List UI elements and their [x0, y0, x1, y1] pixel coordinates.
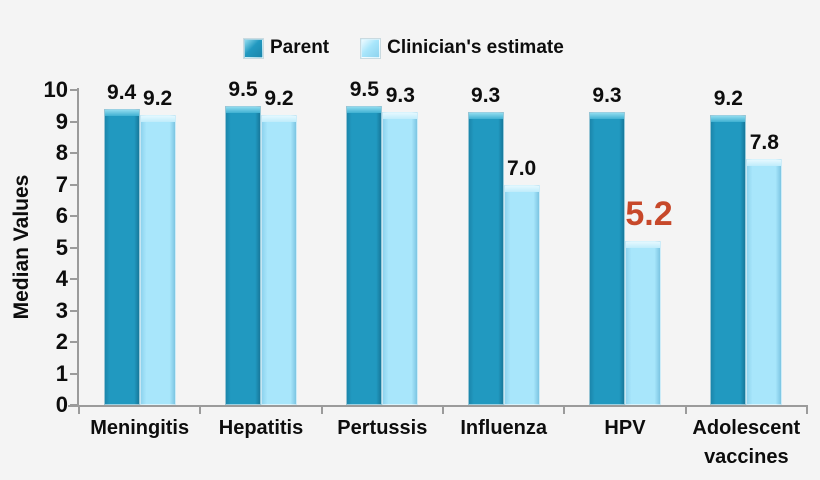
y-tick-label: 5 — [55, 234, 68, 260]
y-tick-label: 2 — [55, 329, 68, 354]
y-tick-mark — [70, 246, 78, 249]
y-tick-mark — [70, 372, 78, 375]
bar-parent-meningitis — [103, 108, 140, 405]
legend: Parent Clinician's estimate — [244, 37, 564, 59]
value-label-parent-pertussis: 9.5 — [349, 77, 379, 101]
bar-parent-hpv — [589, 112, 625, 405]
y-tick-label: 1 — [55, 360, 68, 386]
category-label-pertussis: Pertussis — [337, 417, 428, 439]
bar-parent-influenza — [467, 112, 504, 405]
y-tick-label: 0 — [55, 392, 68, 417]
x-tick-mark — [563, 407, 566, 414]
x-tick-mark — [806, 407, 808, 414]
value-label-clinician-pertussis: 9.3 — [385, 84, 415, 108]
y-tick-mark — [70, 152, 78, 154]
y-tick-label: 9 — [55, 108, 68, 134]
y-tick-label: 7 — [55, 171, 68, 197]
bar-clinician-meningitis — [139, 115, 176, 405]
x-axis-line — [68, 405, 808, 407]
y-tick-label: 3 — [55, 297, 68, 323]
y-axis-line — [77, 88, 79, 407]
bar-clinician-influenza — [503, 184, 540, 405]
bar-parent-adolescent-vaccines — [710, 115, 747, 405]
value-label-parent-hepatitis: 9.5 — [228, 77, 258, 101]
value-label-parent-meningitis: 9.4 — [107, 80, 137, 104]
value-label-parent-adolescent-vaccines: 9.2 — [713, 87, 743, 111]
value-label-clinician-adolescent-vaccines: 7.8 — [749, 131, 779, 155]
y-tick-label: 4 — [55, 266, 68, 291]
clinician-swatch-icon — [361, 38, 381, 58]
y-tick-label: 10 — [43, 77, 68, 102]
y-tick-label: 8 — [55, 140, 68, 165]
bar-clinician-adolescent-vaccines — [746, 159, 783, 405]
category-label-adolescent-vaccines: Adolescent vaccines — [692, 417, 801, 468]
bar-clinician-hepatitis — [261, 115, 297, 405]
y-tick-mark — [70, 278, 78, 280]
legend-label-clinician: Clinician's estimate — [387, 37, 564, 58]
y-tick-mark — [70, 120, 78, 123]
category-label-hepatitis: Hepatitis — [218, 417, 304, 439]
y-tick-mark — [70, 341, 78, 343]
value-label-parent-hpv: 9.3 — [592, 84, 622, 108]
legend-label-parent: Parent — [270, 37, 330, 58]
x-tick-mark — [199, 407, 202, 414]
value-label-clinician-hepatitis: 9.2 — [264, 87, 294, 111]
bar-clinician-pertussis — [382, 112, 419, 405]
bar-parent-pertussis — [346, 105, 383, 405]
x-tick-mark — [684, 407, 687, 414]
bar-parent-hepatitis — [225, 105, 261, 405]
y-tick-mark — [70, 215, 78, 217]
parent-swatch-icon — [244, 38, 263, 58]
bar-clinician-hpv — [625, 241, 661, 405]
x-tick-mark — [78, 407, 80, 414]
y-tick-mark — [70, 89, 78, 91]
value-label-clinician-hpv: 5.2 — [625, 195, 673, 234]
value-label-clinician-meningitis: 9.2 — [143, 87, 173, 111]
y-tick-mark — [70, 183, 78, 186]
category-label-hpv: HPV — [604, 417, 646, 439]
x-tick-mark — [320, 407, 323, 414]
x-tick-mark — [442, 407, 444, 414]
y-tick-label: 6 — [55, 203, 68, 228]
y-tick-mark — [70, 309, 78, 312]
y-tick-mark — [70, 404, 78, 406]
legend-item-clinician: Clinician's estimate — [361, 37, 564, 59]
legend-item-parent: Parent — [244, 37, 329, 59]
value-label-clinician-influenza: 7.0 — [507, 156, 537, 180]
category-label-influenza: Influenza — [460, 417, 547, 439]
value-label-parent-influenza: 9.3 — [471, 84, 501, 108]
category-label-meningitis: Meningitis — [90, 417, 190, 439]
